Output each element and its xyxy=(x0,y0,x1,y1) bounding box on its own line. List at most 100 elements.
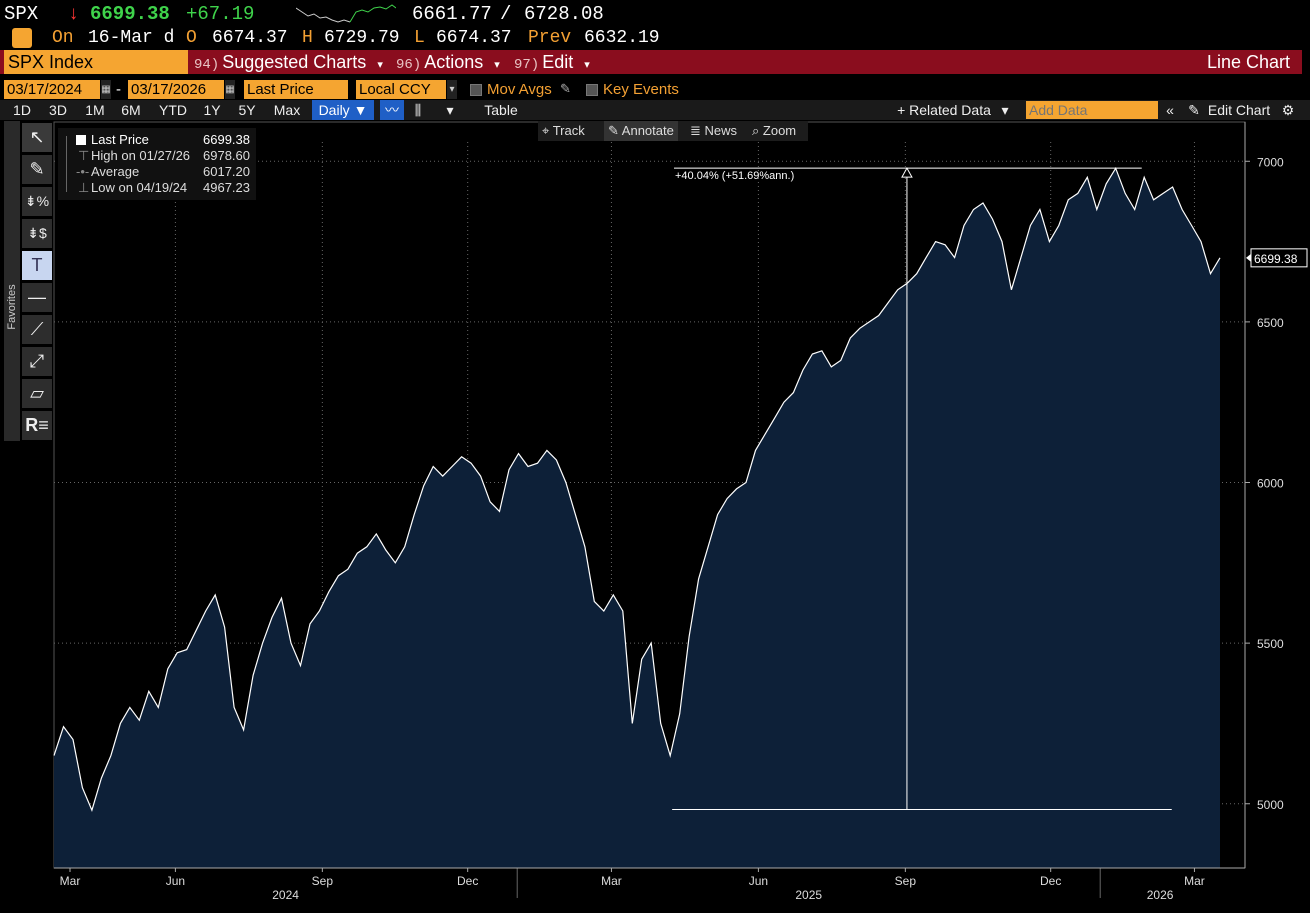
pointer-tool-icon[interactable]: ↖ xyxy=(22,123,52,152)
ray-line-icon[interactable]: ⤢ xyxy=(22,347,52,376)
clock-icon xyxy=(12,28,32,48)
edit-label: Edit xyxy=(542,52,574,72)
annotation-toolbar: ⌖ Track ✎ Annotate ≣ News ⌕ Zoom xyxy=(538,121,808,141)
low-marker-icon: ⊥ xyxy=(78,180,90,195)
range-max[interactable]: Max xyxy=(273,102,301,118)
candle-chart-icon[interactable]: ⫼ xyxy=(414,102,422,118)
annotation[interactable]: +40.04% (+51.69%ann.) xyxy=(672,167,1172,811)
dollar-measure-icon[interactable]: ⇟$ xyxy=(22,219,52,248)
regression-icon[interactable]: R≡ xyxy=(22,411,52,440)
actions-label: Actions xyxy=(424,52,484,72)
gear-icon[interactable]: ⚙ xyxy=(1281,102,1295,118)
currency-select[interactable]: Local CCY xyxy=(356,80,446,99)
mov-avgs-checkbox[interactable] xyxy=(470,84,482,96)
x-tick-label: Dec xyxy=(1040,874,1061,888)
chevron-down-icon[interactable]: ▾ xyxy=(447,80,457,99)
open-label: O xyxy=(186,28,197,48)
add-data-input[interactable] xyxy=(1026,101,1158,119)
pencil-icon[interactable]: ✎ xyxy=(560,81,571,96)
x-tick-label: Mar xyxy=(601,874,622,888)
start-date-input[interactable]: 03/17/2024 xyxy=(4,80,100,99)
settings-row: 03/17/2024 ▦ - 03/17/2026 ▦ Last Price L… xyxy=(0,78,1310,100)
suggested-charts-menu[interactable]: 94) Suggested Charts ▾ xyxy=(194,50,392,74)
news-icon: ≣ xyxy=(690,123,705,138)
quote-detail: On 16-Mar d O 6674.37 H 6729.79 L 6674.3… xyxy=(0,26,1310,50)
prev-label: Prev xyxy=(528,28,572,48)
high-value: 6729.79 xyxy=(324,28,400,48)
chart-type-label: Line Chart xyxy=(1206,52,1290,72)
range-ytd[interactable]: YTD xyxy=(159,102,187,118)
range-3d[interactable]: 3D xyxy=(49,102,67,118)
pencil-icon[interactable]: ✎ xyxy=(1188,102,1200,118)
channel-icon[interactable]: ▱ xyxy=(22,379,52,408)
high-marker-icon: ⊤ xyxy=(78,148,90,163)
down-arrow-icon: ↓ xyxy=(68,3,80,25)
mov-avgs-label: Mov Avgs xyxy=(487,81,552,98)
track-button[interactable]: ⌖ Track xyxy=(542,121,585,141)
open-value: 6674.37 xyxy=(212,28,288,48)
x-year-label: 2026 xyxy=(1147,888,1174,902)
field-select[interactable]: Last Price xyxy=(244,80,348,99)
key-events-checkbox[interactable] xyxy=(586,84,598,96)
low-label: L xyxy=(414,28,425,48)
annotate-button[interactable]: ✎ Annotate xyxy=(604,121,678,141)
horizontal-line-icon[interactable]: — xyxy=(22,283,52,312)
range-1d[interactable]: 1D xyxy=(13,102,31,118)
x-tick-label: Jun xyxy=(166,874,185,888)
related-data-menu[interactable]: + Related Data xyxy=(897,102,991,118)
last-price-label: 6699.38 xyxy=(1254,252,1298,266)
search-icon: ⌕ xyxy=(752,123,763,138)
trend-line-icon[interactable]: ⟋ xyxy=(22,315,52,344)
chevron-down-icon[interactable]: ▾ xyxy=(1001,102,1009,118)
calendar-icon[interactable]: ▦ xyxy=(101,80,111,99)
draw-tool-icon[interactable]: ✎ xyxy=(22,155,52,184)
x-year-label: 2025 xyxy=(795,888,822,902)
range-5y[interactable]: 5Y xyxy=(238,102,256,118)
frequency-select[interactable]: Daily ▼ xyxy=(312,100,374,120)
x-tick-label: Mar xyxy=(1184,874,1205,888)
range-6m[interactable]: 6M xyxy=(121,102,141,118)
last-price: 6699.38 xyxy=(90,3,170,25)
intraday-sparkline xyxy=(296,4,396,23)
news-button[interactable]: ≣ News xyxy=(690,121,737,141)
track-label: Track xyxy=(552,123,585,138)
key-events-label: Key Events xyxy=(603,81,679,98)
annotation-label: +40.04% (+51.69%ann.) xyxy=(675,170,794,182)
chevron-down-icon: ▾ xyxy=(377,59,383,71)
edit-chart-button[interactable]: Edit Chart xyxy=(1207,102,1271,118)
y-tick-label: 5500 xyxy=(1257,637,1284,651)
pencil-icon: ✎ xyxy=(608,123,622,138)
legend-low: ⊥ Low on 04/19/24 4967.23 xyxy=(58,180,256,196)
end-date-input[interactable]: 03/17/2026 xyxy=(128,80,224,99)
crosshair-icon: ⌖ xyxy=(542,123,553,138)
chevron-down-icon: ▾ xyxy=(584,59,590,71)
edit-num: 97) xyxy=(514,57,540,73)
annotation-arrow-icon xyxy=(901,167,913,178)
range-1m[interactable]: 1M xyxy=(85,102,105,118)
collapse-icon[interactable]: « xyxy=(1166,102,1174,118)
legend-high: ⊤ High on 01/27/26 6978.60 xyxy=(58,148,256,164)
percent-measure-icon[interactable]: ⇟% xyxy=(22,187,52,216)
edit-menu[interactable]: 97) Edit ▾ xyxy=(514,50,598,74)
legend-avg-label: Average xyxy=(91,164,140,179)
zoom-button[interactable]: ⌕ Zoom xyxy=(752,121,796,141)
security-field[interactable]: SPX Index xyxy=(4,50,188,74)
on-label: On xyxy=(52,28,74,48)
quote-date: 16-Mar d xyxy=(88,28,175,48)
line-chart-icon[interactable]: 〰 xyxy=(380,100,404,120)
y-tick-label: 6000 xyxy=(1257,477,1284,491)
range-high: 6728.08 xyxy=(524,3,604,25)
table-button[interactable]: Table xyxy=(484,102,518,118)
suggested-label: Suggested Charts xyxy=(222,52,367,72)
legend-low-label: Low on 04/19/24 xyxy=(91,180,188,195)
chevron-down-icon[interactable]: ▾ xyxy=(446,102,454,118)
range-1y[interactable]: 1Y xyxy=(203,102,221,118)
average-marker-icon: -•- xyxy=(76,164,90,179)
legend-low-value: 4967.23 xyxy=(203,180,250,195)
calendar-icon[interactable]: ▦ xyxy=(225,80,235,99)
text-tool-icon[interactable]: T xyxy=(22,251,52,280)
actions-menu[interactable]: 96) Actions ▾ xyxy=(396,50,508,74)
favorites-tab[interactable]: Favorites xyxy=(4,121,20,441)
low-value: 6674.37 xyxy=(436,28,512,48)
